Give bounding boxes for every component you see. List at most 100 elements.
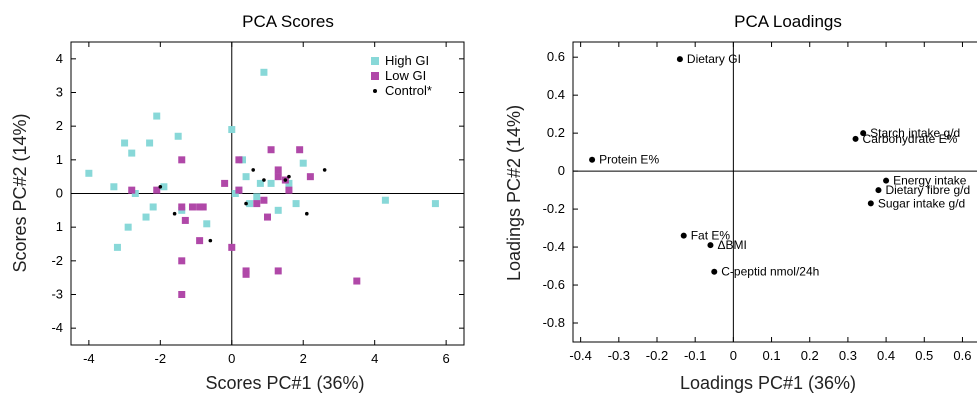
y-axis-label: Scores PC#2 (14%) <box>10 113 30 272</box>
point-label: Dietary fibre g/d <box>885 183 970 197</box>
point-label: Energy intake <box>893 174 967 188</box>
legend-marker <box>371 72 379 80</box>
y-tick-label: 0 <box>56 186 63 201</box>
data-point <box>292 200 300 208</box>
plot-frame <box>572 41 977 343</box>
y-tick-label: 1 <box>56 152 63 167</box>
data-point <box>707 242 714 249</box>
data-point <box>381 196 389 204</box>
y-tick-label: 1 <box>56 219 63 234</box>
data-point <box>274 206 282 214</box>
data-point <box>142 213 150 221</box>
point-label: Starch intake g/d <box>870 126 960 140</box>
x-tick-label: 0 <box>730 348 737 363</box>
data-point <box>322 168 327 172</box>
y-axis-label: Loadings PC#2 (14%) <box>504 105 524 281</box>
legend-marker <box>371 57 379 65</box>
data-point <box>883 177 890 184</box>
data-point <box>285 186 293 194</box>
legend-marker <box>373 89 377 93</box>
y-tick-label: 3 <box>56 85 63 100</box>
data-point <box>589 156 596 163</box>
data-point <box>431 200 439 208</box>
data-point <box>285 179 293 187</box>
data-point <box>188 203 196 211</box>
data-point <box>256 179 264 187</box>
data-point <box>121 139 129 147</box>
x-axis-label: Loadings PC#1 (36%) <box>680 373 856 393</box>
data-point <box>274 173 282 181</box>
data-point <box>208 238 213 243</box>
data-point <box>860 130 867 137</box>
data-point <box>274 166 282 174</box>
data-point <box>283 178 288 182</box>
y-tick-label: 2 <box>56 118 63 133</box>
data-point <box>246 200 254 208</box>
y-tick-label: -0.2 <box>543 201 565 216</box>
y-tick-label: 0.2 <box>547 125 565 140</box>
point-label: Carbohydrate E% <box>863 132 958 146</box>
x-tick-label: -0.1 <box>684 348 706 363</box>
point-label: ΔBMI <box>717 238 746 252</box>
data-points <box>85 68 439 298</box>
data-point <box>178 257 186 265</box>
data-point <box>253 200 261 208</box>
data-point <box>196 237 204 245</box>
x-tick-label: -0.3 <box>608 348 630 363</box>
data-point <box>867 200 874 207</box>
data-point <box>174 132 182 140</box>
x-tick-label: -0.4 <box>569 348 591 363</box>
data-point <box>262 178 266 182</box>
y-tick-label: -0.4 <box>543 239 565 254</box>
axes: -4 -2 0 2 4 6 4 3 2 1 0 1 -2 -3 -4 <box>51 42 464 366</box>
x-tick-label: 0.4 <box>877 348 895 363</box>
data-point <box>228 243 236 251</box>
data-point <box>299 159 307 167</box>
point-label: Protein E% <box>599 153 659 167</box>
data-point <box>124 223 132 231</box>
data-point <box>264 213 271 221</box>
data-point <box>251 168 256 172</box>
data-point <box>238 156 246 164</box>
data-point <box>267 179 275 187</box>
data-point <box>228 126 236 134</box>
data-point <box>110 183 118 191</box>
data-point <box>296 146 304 154</box>
legend-label: Low GI <box>385 68 426 83</box>
y-tick-label: -2 <box>51 253 63 268</box>
x-axis-label: Scores PC#1 (36%) <box>205 373 364 393</box>
data-point <box>153 186 161 194</box>
x-tick-label: 0.6 <box>953 348 971 363</box>
data-point <box>260 68 268 76</box>
data-point <box>253 193 261 201</box>
y-tick-label: -4 <box>51 320 63 335</box>
data-point <box>181 216 189 224</box>
data-point <box>146 139 154 147</box>
data-point <box>260 196 268 204</box>
data-point <box>131 190 139 197</box>
x-tick-label: -2 <box>155 351 167 366</box>
legend-label: High GI <box>385 53 429 68</box>
data-point <box>199 203 207 211</box>
pca-loadings-panel: PCA Loadings -0.4 -0.3 -0.2 -0.1 0 0.1 0.2 0.3 0… <box>504 12 977 393</box>
data-point <box>875 187 882 194</box>
data-points: Dietary GI Starch intake g/dCarbohydrate … <box>589 52 970 279</box>
point-label: Fat E% <box>691 229 731 243</box>
data-point <box>221 179 229 187</box>
x-tick-label: 0 <box>228 351 235 366</box>
x-tick-label: -0.2 <box>646 348 668 363</box>
data-point <box>160 183 168 191</box>
data-point <box>203 220 211 228</box>
data-point <box>153 112 161 120</box>
y-tick-label: 4 <box>56 51 63 66</box>
data-point <box>711 268 718 275</box>
data-point <box>242 173 250 181</box>
data-point <box>676 56 683 63</box>
data-point <box>231 190 239 197</box>
y-tick-label: 0.4 <box>547 87 565 102</box>
data-point <box>680 232 687 239</box>
data-point <box>242 270 250 278</box>
data-point <box>158 184 163 189</box>
